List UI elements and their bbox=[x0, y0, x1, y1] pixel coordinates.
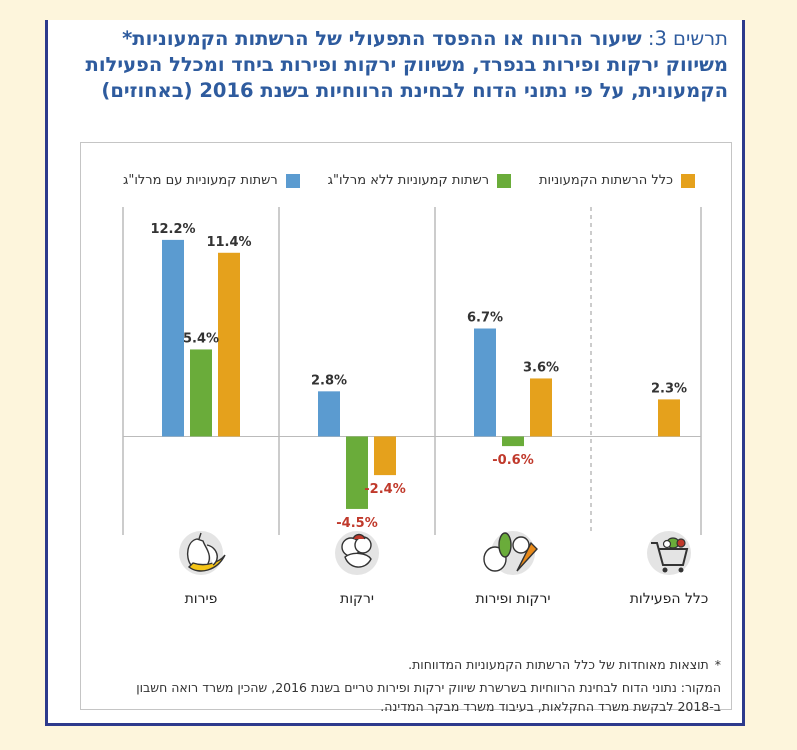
bar-label-2-0: 6.7% bbox=[467, 311, 503, 326]
legend-label: כלל הרשתות הקמעוניות bbox=[538, 173, 673, 188]
legend-item-all-chains: כלל הרשתות הקמעוניות bbox=[539, 173, 695, 188]
legend-label: רשתות קמעוניות עם מרלו"ג bbox=[123, 173, 278, 188]
legend-item-with-logistics: רשתות קמעוניות עם מרלו"ג bbox=[123, 173, 300, 188]
legend: רשתות קמעוניות עם מרלו"ג רשתות קמעוניות … bbox=[123, 173, 695, 188]
legend-swatch-orange bbox=[681, 173, 695, 188]
shopping-cart-icon bbox=[647, 531, 691, 575]
bar-chart: 12.2% 5.4% 11.4% 2.8% -4.5% -2.4% 6.7% -0.6% 3.6… bbox=[122, 207, 709, 607]
title-main: שיעור הרווח או ההפסד התפעולי של הרשתות ה… bbox=[85, 27, 728, 102]
bar-label-2-1: -0.6% bbox=[492, 453, 533, 468]
footnote-asterisk: * bbox=[714, 657, 721, 672]
bar-0-0 bbox=[162, 239, 184, 437]
bar-label-1-2: -2.4% bbox=[364, 482, 405, 497]
chart-title: תרשים 3: שיעור הרווח או ההפסד התפעולי של… bbox=[66, 26, 728, 104]
fruits-vegetables-icon bbox=[483, 531, 538, 575]
bar-label-3-2: 2.3% bbox=[651, 381, 687, 396]
source-line-1: המקור: נתוני הדוח לבחינת הרווחיות בשרשרת… bbox=[136, 680, 721, 695]
bar-label-0-1: 5.4% bbox=[183, 331, 219, 346]
bar-label-0-0: 12.2% bbox=[150, 222, 195, 237]
report-frame: תרשים 3: שיעור הרווח או ההפסד התפעולי של… bbox=[45, 20, 745, 726]
pear-banana-icon bbox=[179, 531, 226, 575]
category-label-vegetables: ירקות bbox=[340, 591, 374, 607]
bars-layer bbox=[162, 239, 680, 509]
category-label-fruits: פירות bbox=[185, 591, 218, 607]
bar-label-1-1: -4.5% bbox=[336, 516, 377, 531]
bar-1-0 bbox=[318, 391, 340, 437]
footnote-text: תוצאות מאוחדות של כלל הרשתות הקמעוניות ה… bbox=[408, 657, 709, 672]
category-label-all-activity: כלל הפעילות bbox=[630, 591, 709, 607]
legend-label: רשתות קמעוניות ללא מרלו"ג bbox=[327, 173, 490, 188]
legend-item-without-logistics: רשתות קמעוניות ללא מרלו"ג bbox=[327, 173, 512, 188]
title-prefix: תרשים 3: bbox=[641, 27, 728, 50]
bar-2-0 bbox=[474, 328, 496, 437]
bar-3-2 bbox=[658, 399, 680, 437]
bar-0-1 bbox=[190, 349, 212, 437]
chart-panel: רשתות קמעוניות עם מרלו"ג רשתות קמעוניות … bbox=[80, 142, 732, 714]
bar-1-1 bbox=[346, 436, 368, 509]
legend-swatch-blue bbox=[285, 173, 300, 188]
legend-swatch-green bbox=[497, 173, 512, 188]
bar-label-2-2: 3.6% bbox=[523, 360, 559, 375]
bar-0-2 bbox=[218, 252, 240, 437]
bar-labels-layer: 12.2% 5.4% 11.4% 2.8% -4.5% -2.4% 6.7% -0.6% 3.6… bbox=[150, 222, 687, 531]
group-separators bbox=[122, 207, 702, 535]
bar-label-1-0: 2.8% bbox=[311, 373, 347, 388]
bar-1-2 bbox=[374, 436, 396, 476]
vegetables-icon bbox=[335, 531, 379, 575]
source-line-2: ב-2018 לבקשת משרד החקלאות, בעיבוד משרד מ… bbox=[380, 699, 721, 714]
category-label-fruits-vegetables: ירקות ופירות bbox=[475, 591, 550, 607]
footnote: * תוצאות מאוחדות של כלל הרשתות הקמעוניות … bbox=[95, 655, 721, 674]
bar-2-1 bbox=[502, 436, 524, 447]
bar-2-2 bbox=[530, 378, 552, 437]
bar-label-0-2: 11.4% bbox=[206, 235, 251, 250]
notes: * תוצאות מאוחדות של כלל הרשתות הקמעוניות … bbox=[95, 655, 721, 716]
